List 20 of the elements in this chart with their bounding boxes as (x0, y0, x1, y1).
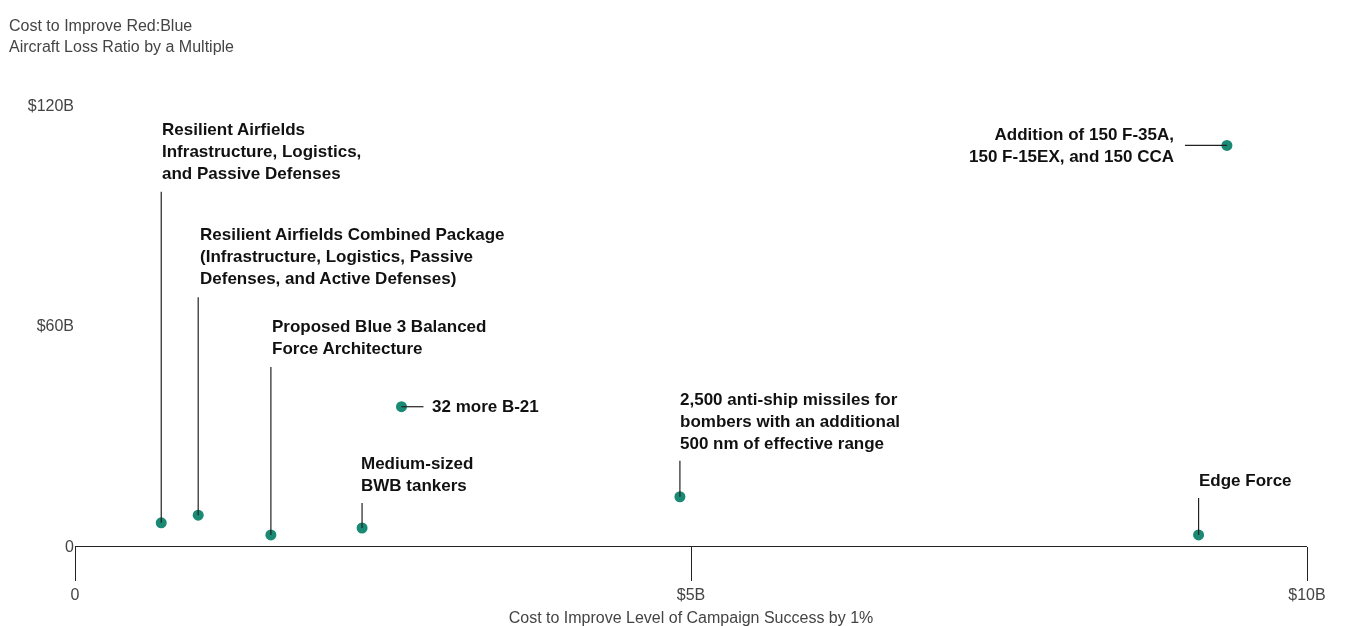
annotation: Medium-sized BWB tankers (361, 454, 474, 496)
annotation: 32 more B-21 (432, 397, 539, 416)
x-tick-label: $5B (676, 586, 706, 604)
y-tick-label: $60B (36, 317, 74, 335)
y-tick-label: $120B (27, 96, 74, 114)
x-axis-title: Cost to Improve Level of Campaign Success by 1% (508, 609, 874, 626)
annotation: Resilient Airfields Combined Package (Infrastructure, Logistics, Passive Defenses, and Active Defenses) (200, 225, 505, 289)
y-tick-label: 0 (65, 537, 75, 555)
annotation: Resilient Airfields Infrastructure, Logistics, and Passive Defenses (162, 120, 362, 184)
annotation: Addition of 150 F-35A, 150 F-15EX, and 150 CCA (969, 125, 1175, 167)
point (192, 509, 204, 521)
annotation: Edge Force (1199, 471, 1292, 490)
y-axis-title: Cost to Improve Red:Blue Aircraft Loss Ratio by a Multiple (9, 17, 235, 55)
point (1193, 529, 1205, 541)
point (155, 517, 167, 529)
x-tick-label: $10B (1288, 586, 1326, 604)
annotation: Proposed Blue 3 Balanced Force Architecture (272, 317, 487, 359)
point (1221, 139, 1233, 151)
point (395, 401, 407, 413)
annotation: 2,500 anti-ship missiles for bombers with an additional 500 nm of effective range (680, 390, 901, 454)
